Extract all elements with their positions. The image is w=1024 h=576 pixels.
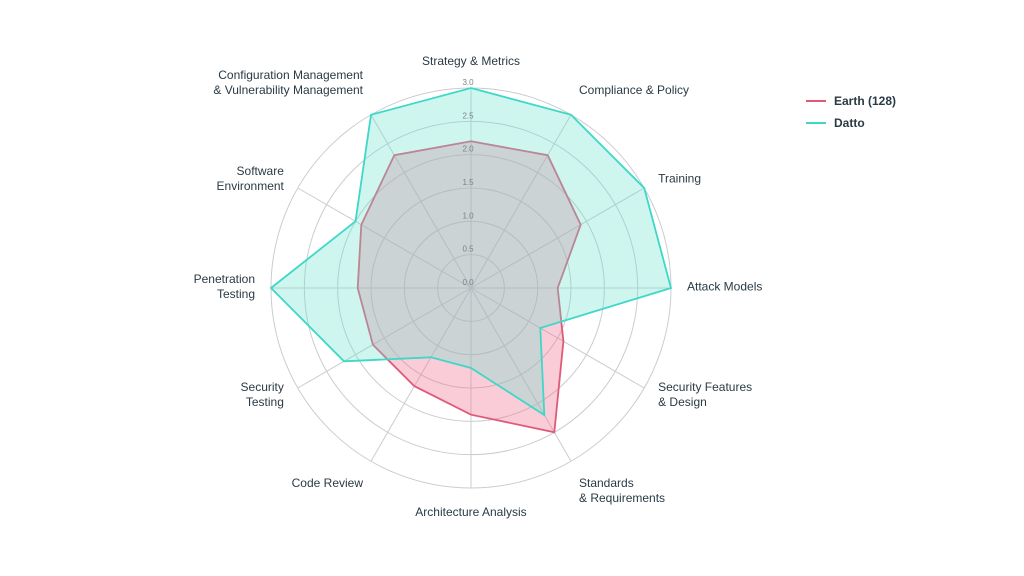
axis-label-3: Attack Models [687,280,762,294]
axis-label-5-line-1: & Requirements [579,491,665,505]
grid-spoke-1 [470,114,572,289]
tick-label-6: 3.0 [462,78,474,87]
radar-series [269,87,673,434]
axis-label-2-line-0: Training [658,172,701,186]
axis-label-10-line-1: Environment [217,179,285,193]
axis-label-9-line-1: Testing [217,287,255,301]
axis-labels: Strategy & Metrics Compliance & Policy Tra… [194,54,763,519]
legend-label-earth: Earth (128) [834,94,897,108]
grid-spoke-2 [470,187,645,289]
axis-label-6-line-0: Architecture Analysis [415,505,526,519]
axis-label-5: Standards& Requirements [579,476,665,505]
axis-label-6: Architecture Analysis [415,505,526,519]
tick-label-1: 0.5 [462,245,474,254]
grid-spoke-11 [370,114,472,289]
axis-label-7: Code Review [292,476,364,490]
tick-label-2: 1.0 [462,211,474,220]
axis-label-2: Training [658,172,701,186]
tick-label-5: 2.5 [462,111,474,120]
axis-label-7-line-0: Code Review [292,476,364,490]
axis-label-8-line-1: Testing [246,395,284,409]
radial-tick-labels: 0.0 0.5 1.0 1.5 2.0 2.5 3.0 [462,78,474,287]
axis-label-0: Strategy & Metrics [422,54,520,68]
axis-label-10-line-0: Software [237,164,285,178]
legend-swatch-earth [806,100,826,102]
tick-label-3: 1.5 [462,178,474,187]
legend-label-datto: Datto [834,116,865,130]
grid-spoke-10 [297,187,472,289]
axis-label-8-line-0: Security [241,380,284,394]
series-area-0 [356,140,582,434]
tick-label-4: 2.0 [462,145,474,154]
axis-label-11-line-1: & Vulnerability Management [213,83,363,97]
axis-label-5-line-0: Standards [579,476,634,490]
legend-swatch-datto [806,122,826,124]
axis-label-11: Configuration Management& Vulnerability … [213,68,363,97]
axis-label-9-line-0: Penetration [194,272,255,286]
series-area-1 [269,87,673,417]
axis-label-11-line-0: Configuration Management [218,68,363,82]
axis-label-4-line-1: & Design [658,395,707,409]
axis-label-1-line-0: Compliance & Policy [579,83,689,97]
legend-item-datto[interactable]: Datto [806,112,896,134]
tick-label-0: 0.0 [462,278,474,287]
legend-item-earth[interactable]: Earth (128) [806,90,896,112]
axis-label-4: Security Features& Design [658,380,752,409]
grid-spoke-8 [297,287,472,389]
grid-spoke-4 [470,287,645,389]
grid-spoke-7 [370,287,472,462]
axis-label-4-line-0: Security Features [658,380,752,394]
axis-label-0-line-0: Strategy & Metrics [422,54,520,68]
axis-label-1: Compliance & Policy [579,83,689,97]
axis-label-3-line-0: Attack Models [687,280,762,294]
legend: Earth (128) Datto [806,90,896,134]
